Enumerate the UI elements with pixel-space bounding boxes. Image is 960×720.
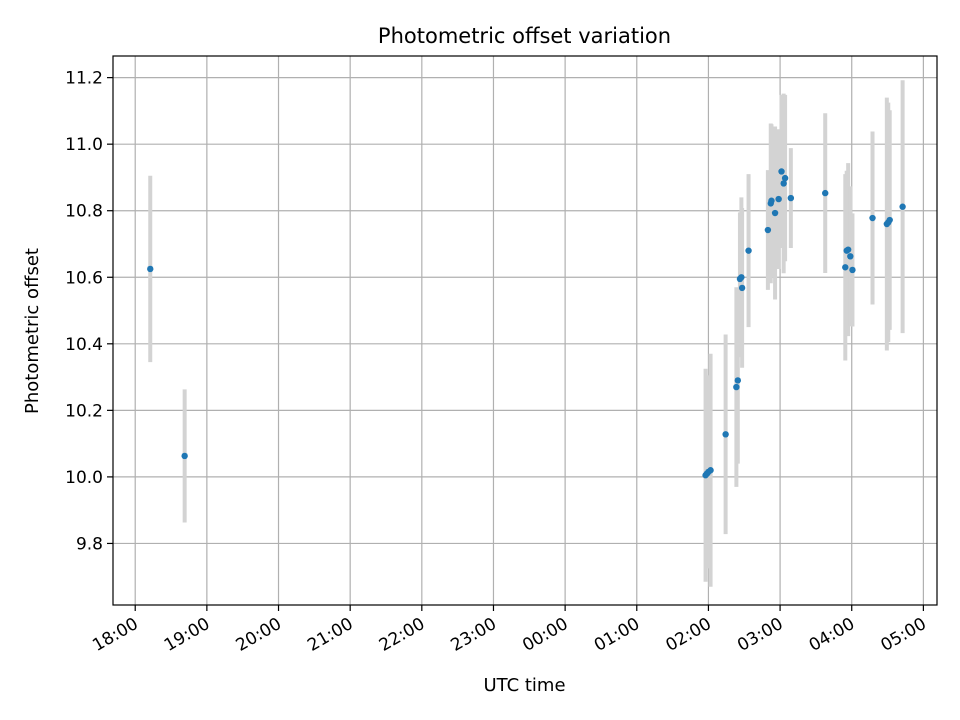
data-point — [775, 195, 782, 203]
data-point — [733, 383, 740, 391]
data-point — [734, 377, 742, 384]
data-point — [844, 246, 852, 253]
data-point — [771, 209, 779, 217]
data-point — [738, 274, 745, 281]
y-axis-ticks: 9.8 10.0 10.2 10.4 10.6 10.8 11.0 11.2 — [65, 69, 113, 554]
y-tick-label: 10.4 — [65, 335, 103, 355]
y-axis-label: Photometric offset — [22, 248, 43, 414]
y-tick-label: 10.0 — [65, 468, 103, 488]
data-point — [722, 431, 729, 438]
data-point — [869, 214, 876, 222]
data-point — [822, 189, 829, 197]
x-axis-label: UTC time — [483, 675, 565, 696]
y-tick-label: 11.0 — [65, 135, 103, 155]
data-point — [787, 194, 795, 202]
data-point — [780, 180, 787, 187]
chart-title: Photometric offset variation — [378, 24, 671, 48]
y-tick-label: 10.8 — [65, 202, 103, 222]
y-tick-label: 9.8 — [76, 534, 103, 554]
y-tick-label: 11.2 — [65, 69, 103, 89]
data-point — [778, 168, 785, 175]
data-point — [847, 253, 854, 260]
y-tick-label: 10.6 — [65, 268, 103, 288]
data-points — [147, 168, 906, 479]
grid — [113, 56, 937, 605]
data-point — [842, 264, 849, 271]
data-point — [781, 174, 789, 182]
plot-frame — [112, 55, 938, 606]
data-point — [147, 265, 154, 273]
data-point — [181, 452, 188, 460]
data-point — [768, 197, 775, 204]
y-tick-label: 10.2 — [65, 401, 103, 421]
data-point — [745, 247, 752, 254]
data-point — [849, 266, 856, 274]
data-point — [764, 226, 772, 234]
data-point — [707, 467, 714, 474]
data-point — [886, 216, 893, 224]
data-point — [899, 203, 906, 210]
data-point — [738, 284, 746, 292]
